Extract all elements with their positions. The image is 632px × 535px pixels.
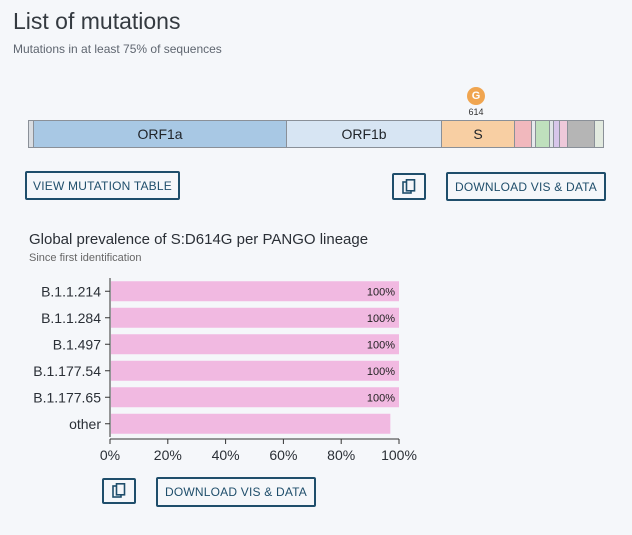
genome-seg-orf7a[interactable] [554,121,560,147]
x-tick-label: 100% [381,447,417,463]
bar [111,413,391,434]
genome-seg-start [29,121,34,147]
genome-map: ORF1a ORF1b S [28,120,604,148]
copy-button-bottom[interactable] [102,478,136,504]
genome-seg-orf8[interactable] [560,121,568,147]
chart-title: Global prevalence of S:D614G per PANGO l… [29,231,369,248]
genome-seg-e[interactable] [532,121,536,147]
genome-seg-orf6[interactable] [550,121,554,147]
bar-data-label: 100% [367,313,395,325]
bar-data-label: 100% [367,286,395,298]
genome-seg-orf3a[interactable] [515,121,532,147]
page-subtitle: Mutations in at least 75% of sequences [13,42,222,56]
copy-icon [402,178,416,195]
genome-seg-orf1a[interactable]: ORF1a [34,121,287,147]
x-tick-label: 60% [269,447,297,463]
y-tick-label: B.1.1.284 [41,310,101,326]
x-tick-label: 0% [100,447,120,463]
orf1a-label: ORF1a [137,126,183,142]
genome-seg-end [595,121,603,147]
marker-letter: G [471,90,481,102]
view-mutation-table-button[interactable]: VIEW MUTATION TABLE [25,171,180,200]
genome-seg-m[interactable] [536,121,550,147]
orf1b-label: ORF1b [341,126,387,142]
bar-data-label: 100% [367,339,395,351]
bar-data-label: 100% [367,366,395,378]
mutation-marker[interactable]: G [467,87,485,105]
y-tick-label: B.1.497 [53,336,101,352]
x-tick-label: 80% [327,447,355,463]
copy-button-top[interactable] [392,173,426,200]
y-tick-label: other [69,416,101,432]
bar [111,307,399,328]
genome-seg-orf1b[interactable]: ORF1b [287,121,442,147]
x-tick-label: 40% [212,447,240,463]
x-tick-label: 20% [154,447,182,463]
y-tick-label: B.1.1.214 [41,283,101,299]
download-vis-data-button-top[interactable]: DOWNLOAD VIS & DATA [446,172,606,201]
s-label: S [473,126,483,142]
y-tick-label: B.1.177.65 [33,389,101,405]
genome-seg-s[interactable]: S [442,121,515,147]
y-tick-label: B.1.177.54 [33,363,101,379]
copy-icon [112,483,126,499]
chart-subtitle: Since first identification [29,252,142,264]
bar [111,360,399,381]
page-title: List of mutations [13,8,181,34]
bar [111,281,399,302]
bar-data-label: 100% [367,392,395,404]
download-vis-data-button-bottom[interactable]: DOWNLOAD VIS & DATA [156,477,316,507]
genome-seg-n[interactable] [568,121,595,147]
prevalence-bar-chart: B.1.1.214 100% B.1.1.284 100% B.1.497 100% B.1… [33,278,417,463]
bar [111,334,399,355]
bar [111,387,399,408]
marker-position: 614 [468,107,484,117]
